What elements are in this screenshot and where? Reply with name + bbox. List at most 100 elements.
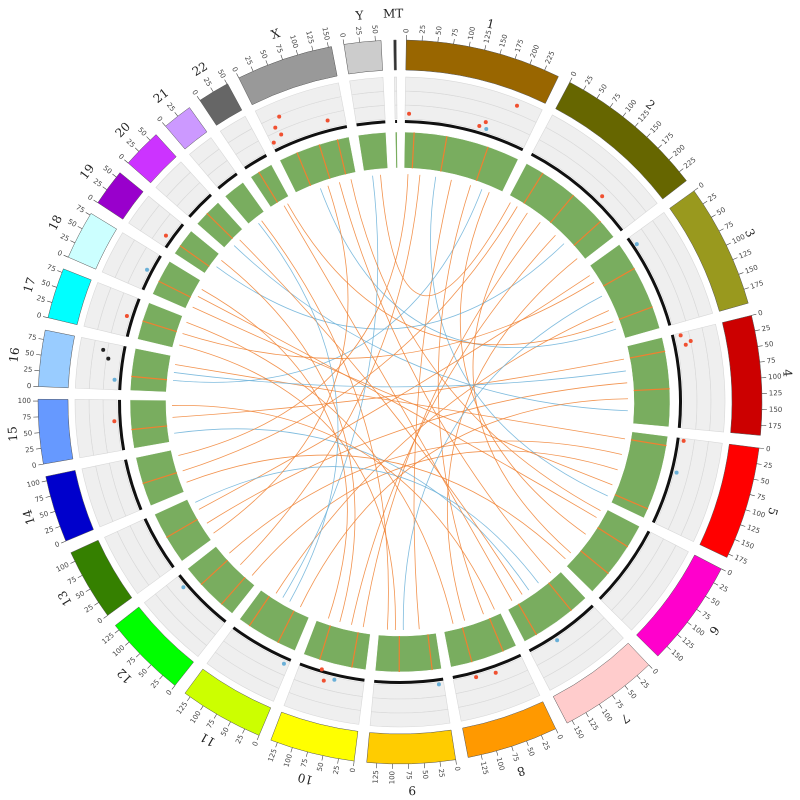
baseline — [528, 604, 594, 653]
tick-label: 25 — [763, 461, 773, 470]
chromosome-name: 3 — [742, 227, 758, 240]
tick-label: 75 — [74, 203, 86, 214]
tick-mark — [668, 156, 673, 161]
tick-label: 200 — [529, 44, 541, 59]
scatter-band — [219, 115, 253, 144]
tick-mark — [38, 338, 44, 340]
tick-label: 100 — [467, 26, 477, 41]
scatter-band — [394, 104, 398, 120]
tick-mark — [511, 746, 514, 752]
tick-label: 50 — [216, 68, 227, 80]
tick-label: 0 — [36, 311, 42, 320]
tick-mark — [677, 634, 682, 638]
chromosome-name: 5 — [765, 506, 781, 517]
tick-mark — [135, 653, 140, 658]
tick-label: 75 — [405, 771, 413, 780]
heatmap-stripe — [296, 152, 312, 186]
heatmap-segment — [395, 131, 398, 169]
link — [402, 295, 603, 630]
scatter-band — [206, 651, 280, 702]
tick-label: 150 — [572, 725, 585, 741]
baseline — [670, 334, 682, 429]
scatter-point — [332, 677, 337, 682]
tick-mark — [61, 540, 66, 544]
scatter-point — [436, 682, 441, 687]
scatter-point — [281, 661, 286, 666]
scatter-point — [325, 118, 330, 123]
tick-mark — [569, 77, 573, 83]
tick-label: 100 — [388, 771, 396, 785]
heatmap-stripe — [603, 267, 635, 287]
tick-label: 50 — [220, 726, 231, 738]
tick-label: 75 — [274, 43, 284, 54]
heatmap-segment — [626, 337, 671, 428]
scatter-point — [321, 678, 326, 683]
scatter-band — [155, 161, 191, 198]
chromosome-name: 14 — [20, 507, 38, 526]
tick-mark — [439, 761, 441, 767]
heatmap-stripe — [319, 625, 331, 660]
baseline — [118, 345, 127, 391]
ideogram — [38, 329, 75, 389]
tick-label: 50 — [764, 340, 774, 349]
tick-mark — [702, 200, 708, 205]
heatmap-stripe — [523, 172, 544, 204]
tick-mark — [337, 758, 339, 764]
link — [192, 306, 613, 486]
link — [258, 222, 339, 602]
tick-label: 50 — [25, 349, 35, 358]
tick-mark — [514, 53, 517, 59]
tick-label: 25 — [125, 137, 137, 149]
heatmap-segment — [303, 620, 371, 671]
tick-label: 50 — [74, 589, 86, 600]
heatmap-stripe — [573, 220, 602, 246]
tick-label: 100 — [26, 478, 41, 489]
heatmap-segment — [239, 589, 310, 652]
link — [172, 358, 625, 418]
tick-label: 125 — [746, 523, 761, 535]
tick-mark — [749, 494, 755, 497]
heatmap-stripe — [630, 439, 667, 447]
tick-mark — [250, 66, 254, 72]
scatter-point — [273, 125, 278, 130]
tick-label: 125 — [100, 631, 115, 646]
heatmap-stripe — [475, 146, 489, 181]
tick-label: 50 — [39, 510, 50, 520]
scatter-point — [279, 132, 284, 137]
tick-mark — [756, 463, 762, 465]
tick-mark — [754, 329, 760, 332]
tick-mark — [353, 761, 355, 767]
baseline — [117, 399, 126, 451]
tick-label: 75 — [766, 356, 776, 365]
tick-mark — [679, 168, 684, 173]
tick-mark — [728, 553, 734, 557]
tick-mark — [265, 60, 268, 66]
heatmap-stripe — [166, 518, 198, 538]
heatmap-stripe — [614, 494, 649, 510]
link — [437, 185, 484, 615]
chromosome-name: 15 — [5, 426, 20, 442]
scatter-point — [474, 675, 479, 680]
tick-mark — [468, 41, 471, 47]
chromosome-name: 22 — [190, 59, 210, 79]
tick-mark — [636, 675, 641, 680]
heatmap-stripe — [131, 375, 168, 381]
heatmap-stripe — [142, 472, 178, 485]
tick-label: 175 — [768, 422, 782, 431]
tick-label: 25 — [354, 26, 363, 36]
baseline — [244, 154, 268, 170]
tick-mark — [57, 270, 63, 273]
link — [229, 440, 622, 554]
tick-label: 0 — [190, 89, 199, 97]
tick-mark — [227, 721, 231, 727]
heatmap-stripe — [220, 577, 246, 605]
scatter-band — [369, 708, 451, 728]
tick-mark — [70, 240, 76, 244]
baseline — [124, 459, 143, 511]
tick-mark — [529, 59, 533, 65]
tick-mark — [114, 629, 119, 634]
scatter-band — [128, 195, 160, 232]
link — [213, 185, 349, 534]
tick-mark — [646, 133, 651, 138]
tick-mark — [77, 575, 83, 579]
